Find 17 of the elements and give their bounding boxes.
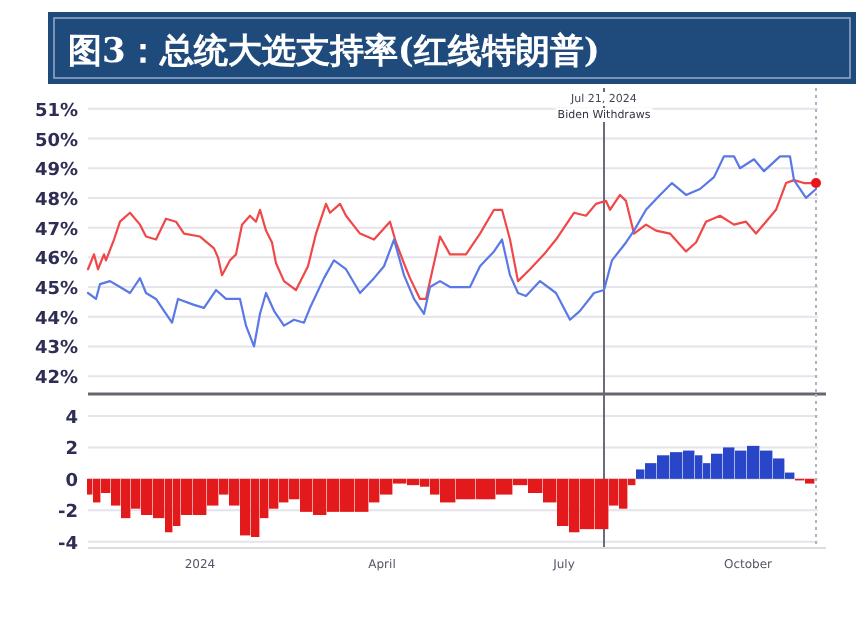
y-tick-label: 42% <box>34 369 78 390</box>
y-tick-label: 46% <box>34 250 78 271</box>
y-tick-label: 4 <box>65 409 78 429</box>
y-tick-label: 51% <box>34 101 78 122</box>
y-tick-label: 43% <box>34 339 78 360</box>
y-tick-label: -4 <box>58 534 78 555</box>
y-tick-label: 44% <box>34 309 78 330</box>
y-tick-label: 45% <box>34 280 78 301</box>
y-tick-label: -2 <box>58 503 78 524</box>
y-tick-label: 2 <box>65 440 78 461</box>
line-series <box>86 155 818 348</box>
y-tick-label: 0 <box>65 471 78 492</box>
y-tick-label: 47% <box>34 220 78 241</box>
y-tick-label: 49% <box>34 161 78 182</box>
y-tick-label: 50% <box>34 131 78 152</box>
y-tick-label: 48% <box>34 190 78 211</box>
chart-title: 图3：总统大选支持率(红线特朗普) <box>68 30 600 72</box>
